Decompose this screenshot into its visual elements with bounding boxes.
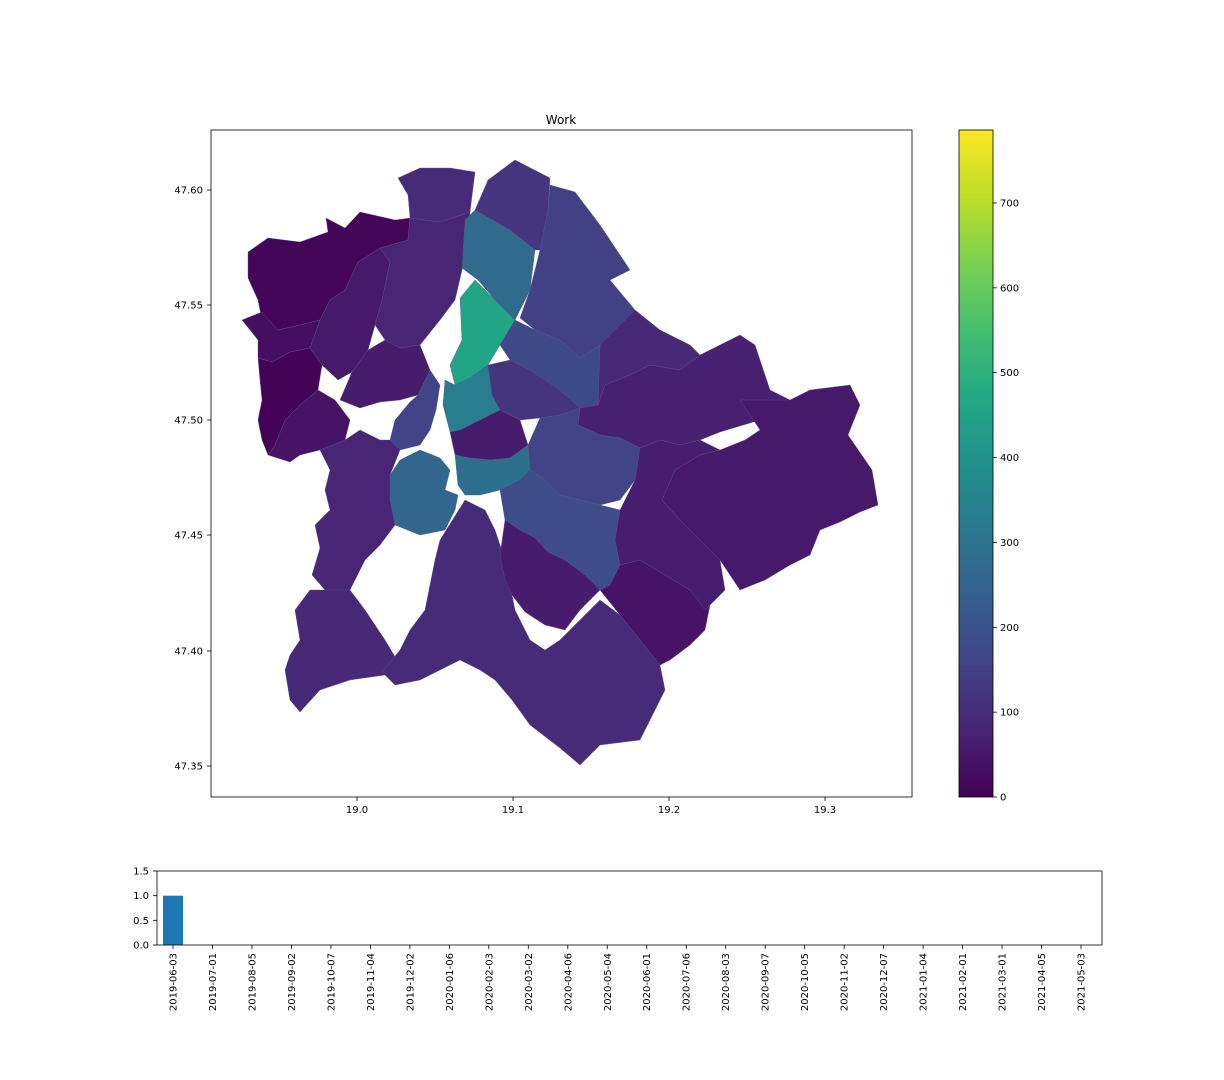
bar-x-tick-label: 2020-10-05: [800, 953, 811, 1011]
bar-x-tick-label: 2019-09-02: [287, 953, 298, 1011]
map-y-tick-label: 47.45: [174, 531, 203, 542]
district-csepel: [381, 499, 666, 766]
bar-x-tick-label: 2020-06-01: [642, 953, 653, 1011]
colorbar: 0 100 200 300 400 500 600 700: [958, 129, 1019, 804]
bar-x-tick-label: 2019-11-04: [366, 953, 377, 1011]
bar-x-ticks: 2019-06-03 2019-07-01 2019-08-05 2019-09-02…: [169, 945, 1088, 1011]
colorbar-ticks: 0 100 200 300 400 500 600 700: [993, 198, 1019, 804]
bar-x-tick-label: 2020-08-03: [721, 953, 732, 1011]
map-x-tick-label: 19.3: [814, 805, 836, 816]
map-axes: Work 19.0 19.1 19.2 19.3 47.6047.5547.5047.…: [174, 113, 913, 816]
bar-x-tick-label: 2021-04-05: [1037, 953, 1048, 1011]
district-xvii-east: [614, 439, 726, 611]
bar-x-tick-label: 2019-08-05: [247, 953, 258, 1011]
colorbar-gradient: [958, 129, 994, 798]
district-obuda-north: [339, 339, 431, 409]
map-x-tick-label: 19.1: [502, 805, 524, 816]
bar-x-tick-label: 2019-06-03: [169, 953, 180, 1011]
map-x-tick-label: 19.2: [658, 805, 680, 816]
map-y-tick-label: 47.40: [174, 647, 203, 658]
bar-y-tick-label: 0.0: [133, 941, 149, 952]
bar-x-tick-label: 2019-07-01: [208, 953, 219, 1011]
bar-x-tick-label: 2021-02-01: [958, 953, 969, 1011]
bar-x-tick-label: 2020-09-07: [761, 953, 772, 1011]
bar-x-tick-label: 2020-01-06: [445, 953, 456, 1011]
bar-x-tick-label: 2020-12-07: [879, 953, 890, 1011]
colorbar-tick-label: 600: [1000, 283, 1019, 294]
map-y-tick-label: 47.55: [174, 301, 203, 312]
colorbar-tick-label: 400: [1000, 453, 1019, 464]
map-y-tick-label: 47.60: [174, 186, 203, 197]
map-x-ticks: 19.0 19.1 19.2 19.3: [346, 797, 836, 816]
district-layer: [241, 159, 879, 766]
bar-y-ticks: 0.0 0.5 1.0 1.5: [133, 867, 157, 952]
district-north-west-3: [267, 389, 351, 463]
map-title: Work: [546, 113, 576, 127]
map-y-ticks: 47.60 47.55 47.50 47.45 47.40 47.35: [174, 186, 211, 773]
bar-y-tick-label: 1.0: [133, 891, 149, 902]
colorbar-tick-label: 700: [1000, 198, 1019, 209]
map-y-tick-label: 47.50: [174, 416, 203, 427]
district-south-buda: [311, 429, 401, 591]
district-north-island: [397, 167, 476, 223]
bar-x-tick-label: 2020-04-06: [563, 953, 574, 1011]
bar-x-tick-label: 2020-11-02: [840, 953, 851, 1011]
bar-y-tick-label: 1.5: [133, 867, 149, 878]
map-y-tick-label: 47.35: [174, 762, 203, 773]
colorbar-tick-label: 100: [1000, 708, 1019, 719]
bar-2019-06-03: [163, 895, 183, 945]
bar-chart: 0.0 0.5 1.0 1.5 2019-06-03 2019-07-01 2019-08…: [133, 867, 1103, 1011]
bar-x-tick-label: 2020-03-02: [524, 953, 535, 1011]
colorbar-tick-label: 200: [1000, 623, 1019, 634]
bar-series: [163, 895, 183, 945]
district-budafok: [284, 589, 401, 713]
bar-x-tick-label: 2021-05-03: [1077, 953, 1088, 1011]
bar-x-tick-label: 2021-01-04: [919, 953, 930, 1011]
bar-y-tick-label: 0.5: [133, 916, 149, 927]
district-pesterzsebet: [499, 519, 601, 631]
bar-chart-frame: [156, 870, 1103, 946]
colorbar-tick-label: 0: [1000, 793, 1006, 804]
bar-x-tick-label: 2019-12-02: [405, 953, 416, 1011]
bar-x-tick-label: 2020-05-04: [603, 953, 614, 1011]
district-ujbuda: [389, 449, 459, 536]
district-buda-castle: [389, 369, 441, 451]
map-x-tick-label: 19.0: [346, 805, 368, 816]
bar-x-tick-label: 2020-07-06: [682, 953, 693, 1011]
bar-x-tick-label: 2021-03-01: [998, 953, 1009, 1011]
bar-x-tick-label: 2020-02-03: [484, 953, 495, 1011]
colorbar-tick-label: 300: [1000, 538, 1019, 549]
map-frame: [210, 129, 913, 798]
bar-x-tick-label: 2019-10-07: [326, 953, 337, 1011]
colorbar-tick-label: 500: [1000, 368, 1019, 379]
